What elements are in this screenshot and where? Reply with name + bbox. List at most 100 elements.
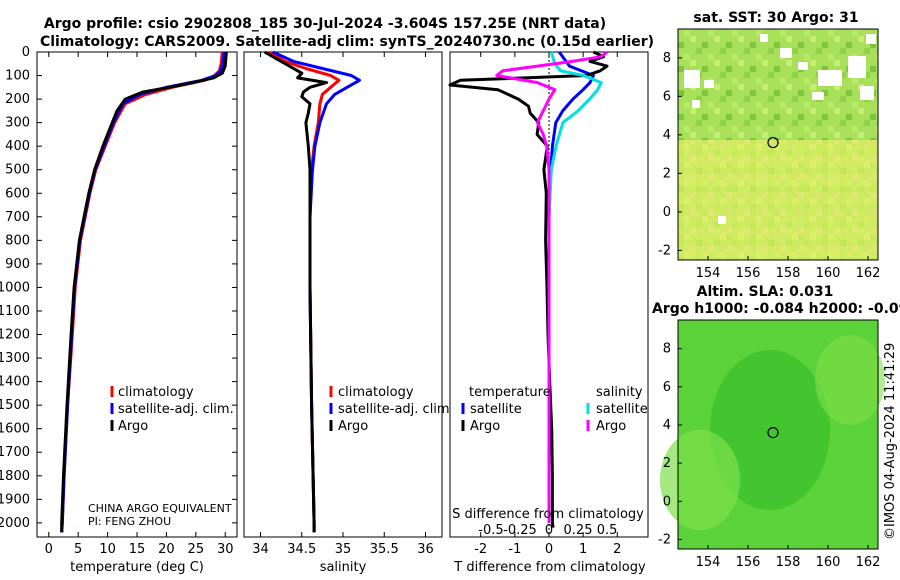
sla-high bbox=[660, 430, 740, 530]
legend-salinity-title: salinity bbox=[596, 385, 643, 400]
map-x-tick-label: 160 bbox=[816, 555, 841, 570]
map-y-tick-label: -2 bbox=[658, 532, 671, 547]
x-tick-label: 34 bbox=[252, 542, 269, 557]
legend-climatology: climatology bbox=[118, 385, 194, 400]
figure-title-line2: Climatology: CARS2009. Satellite-adj cli… bbox=[40, 34, 654, 50]
sst-map-panel: sat. SST: 30 Argo: 31 154 156 158 160 162 -2… bbox=[658, 10, 880, 281]
y-tick-label: 1500 bbox=[0, 398, 30, 413]
sla-map-title-line1: Altim. SLA: 0.031 bbox=[697, 284, 834, 300]
legend-temperature-title: temperature bbox=[469, 385, 551, 400]
temperature-legend: climatology satellite-adj. clim. Argo bbox=[110, 385, 234, 434]
salinity-xlabel: salinity bbox=[320, 560, 367, 575]
legend-satellite: satellite-adj. clim. bbox=[118, 402, 234, 417]
salinity-legend: climatology satellite-adj. clim. Argo bbox=[329, 385, 454, 434]
x-tick-label: 35 bbox=[335, 542, 352, 557]
map-y-tick-label: 8 bbox=[663, 342, 671, 357]
difference-xlabel-top: S difference from climatology bbox=[452, 507, 644, 522]
legend-t-satellite: satellite bbox=[470, 402, 522, 417]
salinity-x-axis: 34 34.5 35 35.5 36 bbox=[252, 52, 434, 557]
legend-satellite: satellite-adj. clim. bbox=[338, 402, 454, 417]
x-tick-label: 5 bbox=[74, 542, 82, 557]
y-tick-label: 700 bbox=[5, 210, 30, 225]
x-tick-label: 36 bbox=[417, 542, 434, 557]
x-tick-top-label: 0.5 bbox=[597, 523, 618, 538]
x-tick-label: -1 bbox=[508, 542, 521, 557]
x-tick-label: 35.5 bbox=[370, 542, 399, 557]
sst-x-axis: 154 156 158 160 162 bbox=[696, 256, 881, 281]
y-tick-label: 1900 bbox=[0, 492, 30, 507]
legend-s-argo: Argo bbox=[596, 419, 626, 434]
imos-stamp: ©IMOS 04-Aug-2024 11:41:29 bbox=[883, 343, 898, 540]
y-tick-label: 1600 bbox=[0, 422, 30, 437]
x-tick-top-label: 0.25 bbox=[564, 523, 593, 538]
footer-line2: PI: FENG ZHOU bbox=[88, 515, 171, 528]
difference-xlabel: T difference from climatology bbox=[453, 560, 646, 575]
y-tick-label: 600 bbox=[5, 186, 30, 201]
legend-s-satellite: satellite bbox=[596, 402, 648, 417]
temperature-profiles bbox=[60, 51, 228, 533]
temperature-axes-box bbox=[36, 51, 238, 538]
map-x-tick-label: 154 bbox=[696, 266, 721, 281]
y-tick-label: 200 bbox=[5, 92, 30, 107]
map-y-tick-label: 0 bbox=[663, 494, 671, 509]
x-tick-label: 20 bbox=[158, 542, 175, 557]
x-tick-label: 1 bbox=[579, 542, 587, 557]
map-y-tick-label: 4 bbox=[663, 418, 671, 433]
y-tick-label: 1000 bbox=[0, 280, 30, 295]
legend-argo: Argo bbox=[118, 419, 148, 434]
y-tick-label: 300 bbox=[5, 116, 30, 131]
map-x-tick-label: 156 bbox=[736, 555, 761, 570]
map-y-tick-label: 0 bbox=[663, 205, 671, 220]
x-tick-label: 0 bbox=[45, 542, 53, 557]
sst-cloud-gaps bbox=[684, 34, 876, 224]
sla-map-title-line2: Argo h1000: -0.084 h2000: -0.095 bbox=[652, 301, 900, 317]
sst-map-title: sat. SST: 30 Argo: 31 bbox=[693, 10, 858, 26]
x-tick-top-label: -0.5 bbox=[478, 523, 503, 538]
x-tick-label: 2 bbox=[613, 542, 621, 557]
x-tick-label: 0 bbox=[545, 542, 553, 557]
y-tick-label: 800 bbox=[5, 233, 30, 248]
series-line-argo bbox=[60, 51, 228, 533]
salinity-profiles bbox=[263, 50, 361, 533]
series-line-salinity-argo bbox=[495, 50, 608, 523]
legend-t-argo: Argo bbox=[470, 419, 500, 434]
y-tick-label: 1200 bbox=[0, 328, 30, 343]
figure-title-line1: Argo profile: csio 2902808_185 30-Jul-20… bbox=[44, 16, 606, 32]
difference-panel: -2 -1 0 1 2 -0.5 -0.25 0 0.25 0.5 T difference fr… bbox=[448, 50, 649, 575]
map-x-tick-label: 160 bbox=[816, 266, 841, 281]
y-tick-label: 2000 bbox=[0, 516, 30, 531]
y-tick-label: 1800 bbox=[0, 469, 30, 484]
sst-map-frame bbox=[677, 28, 879, 261]
map-y-tick-label: 6 bbox=[663, 89, 671, 104]
x-tick-top-label: -0.25 bbox=[503, 523, 537, 538]
map-y-tick-label: 8 bbox=[663, 51, 671, 66]
temperature-panel: 0100200300400500600700800900100011001200… bbox=[0, 45, 648, 575]
salinity-axes-box bbox=[243, 51, 443, 538]
y-tick-label: 0 bbox=[22, 45, 30, 60]
y-tick-label: 900 bbox=[5, 257, 30, 272]
map-x-tick-label: 154 bbox=[696, 555, 721, 570]
difference-legend-temperature: temperature satellite Argo bbox=[461, 385, 551, 434]
y-tick-label: 100 bbox=[5, 69, 30, 84]
sst-warm-region bbox=[678, 140, 878, 260]
map-x-tick-label: 158 bbox=[776, 555, 801, 570]
salinity-panel: 34 34.5 35 35.5 36 salinity climatology sate… bbox=[243, 50, 454, 575]
x-tick-label: 30 bbox=[217, 542, 234, 557]
sla-argo-marker bbox=[767, 426, 779, 439]
legend-argo: Argo bbox=[338, 419, 368, 434]
map-x-tick-label: 162 bbox=[856, 266, 881, 281]
map-x-tick-label: 158 bbox=[776, 266, 801, 281]
difference-legend-salinity: salinity satellite Argo bbox=[586, 385, 648, 434]
map-y-tick-label: 6 bbox=[663, 380, 671, 395]
y-tick-label: 1400 bbox=[0, 375, 30, 390]
difference-x-axis: -2 -1 0 1 2 -0.5 -0.25 0 0.25 0.5 bbox=[474, 52, 621, 557]
map-y-tick-label: -2 bbox=[658, 243, 671, 258]
sla-high-2 bbox=[815, 335, 885, 425]
map-y-tick-label: 2 bbox=[663, 166, 671, 181]
sst-argo-marker bbox=[767, 136, 779, 149]
x-tick-label: 25 bbox=[188, 542, 205, 557]
map-y-tick-label: 2 bbox=[663, 456, 671, 471]
map-y-tick-label: 4 bbox=[663, 128, 671, 143]
sla-map-frame bbox=[677, 319, 879, 550]
